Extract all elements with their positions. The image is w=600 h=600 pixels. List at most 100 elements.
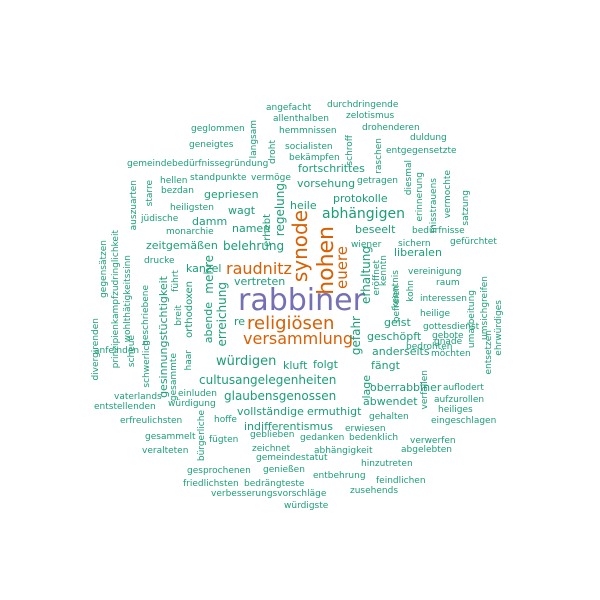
word-duldung: duldung — [410, 133, 447, 143]
word-zeichnet: zeichnet — [252, 444, 291, 454]
word-re: re — [234, 315, 246, 328]
word-ermuthigt: ermuthigt — [307, 405, 362, 418]
word-auflodert: auflodert — [443, 383, 484, 393]
word-führt: führt — [171, 270, 181, 292]
word-heile: heile — [290, 199, 317, 212]
word-divergirenden: divergirenden — [91, 318, 101, 381]
word-entstellenden: entstellenden — [94, 402, 156, 412]
word-entsetzen: entsetzen — [484, 330, 494, 375]
word-vermochte: vermochte — [443, 170, 453, 219]
word-abwendet: abwendet — [363, 395, 418, 408]
word-standpunkte: standpunkte — [190, 173, 247, 183]
word-satzung: satzung — [461, 190, 471, 226]
word-gesprochenen: gesprochenen — [187, 466, 251, 476]
word-versammlung: versammlung — [243, 329, 354, 348]
word-würdigste: würdigste — [284, 501, 329, 511]
word-damm: damm — [192, 215, 228, 228]
word-orthodoxen: orthodoxen — [184, 281, 195, 338]
word-vaterlands: vaterlands — [114, 392, 162, 402]
word-euere: euere — [333, 246, 351, 290]
word-breit: breit — [174, 305, 184, 326]
word-namen: namen — [232, 222, 271, 235]
word-hemmnissen: hemmnissen — [279, 126, 337, 136]
word-schwerlich: schwerlich — [142, 340, 152, 388]
word-genießen: genießen — [263, 465, 305, 475]
word-gemeindebedürfnissegründung: gemeindebedürfnissegründung — [127, 159, 269, 169]
word-zelotismus: zelotismus — [346, 111, 395, 121]
word-bedrängteste: bedrängteste — [244, 479, 305, 489]
word-socialisten: socialisten — [285, 142, 333, 152]
word-bedenklich: bedenklich — [349, 433, 399, 443]
word-droht: droht — [268, 140, 278, 164]
word-drohenderen: drohenderen — [362, 123, 420, 133]
word-geist: geist — [384, 316, 411, 329]
word-belehrung: belehrung — [223, 239, 285, 253]
word-anderseits: anderseits — [372, 345, 430, 358]
word-jüdische: jüdische — [141, 214, 179, 224]
word-gebote: gebote — [432, 331, 464, 341]
word-gemeindestatut: gemeindestatut — [256, 453, 328, 463]
word-geschöpft: geschöpft — [367, 330, 422, 343]
word-erinnerung: erinnerung — [415, 172, 425, 222]
word-anfeinden: anfeinden — [94, 346, 140, 356]
word-vorsehung: vorsehung — [297, 177, 356, 190]
word-erhebt: erhebt — [262, 214, 273, 247]
word-veralteten: veralteten — [142, 446, 189, 456]
word-vollständige: vollständige — [237, 405, 304, 418]
word-kanzel: kanzel — [186, 262, 222, 275]
word-folgt: folgt — [313, 358, 338, 371]
word-kluft: kluft — [283, 359, 308, 372]
word-möchten: möchten — [431, 349, 471, 359]
word-abgelebten: abgelebten — [401, 445, 452, 455]
word-heilige: heilige — [420, 309, 450, 319]
word-geblieben: geblieben — [250, 430, 295, 440]
word-getragen: getragen — [357, 176, 398, 186]
word-gefahr: gefahr — [349, 316, 363, 356]
word-durchdringende: durchdringende — [327, 100, 399, 110]
word-monarchie: monarchie — [166, 227, 214, 237]
word-wagt: wagt — [228, 204, 256, 217]
word-oberrabbiner: oberrabbiner — [370, 381, 442, 394]
word-erfreulichsten: erfreulichsten — [120, 416, 183, 426]
word-kenntn: kenntn — [379, 255, 389, 287]
word-bedrohten: bedrohten — [406, 342, 453, 352]
word-abhängigen: abhängigen — [322, 206, 405, 222]
word-heiliges: heiliges — [438, 405, 473, 415]
word-umarbeitung: umarbeitung — [467, 290, 477, 349]
word-fügten: fügten — [209, 435, 239, 445]
word-gegensätzen: gegensätzen — [99, 240, 109, 298]
word-gesammte: gesammte — [169, 353, 179, 402]
word-wiener: wiener — [351, 240, 382, 250]
word-verwerfen: verwerfen — [410, 436, 456, 446]
word-regelung: regelung — [273, 183, 287, 237]
word-feindlichen: feindlichen — [376, 476, 426, 486]
word-gedanken: gedanken — [300, 433, 345, 443]
word-drucke: drucke — [144, 256, 175, 266]
word-raudnitz: raudnitz — [226, 259, 292, 278]
word-erhaltung: erhaltung — [359, 246, 373, 304]
word-erreichung: erreichung — [215, 282, 229, 347]
word-indifferentismus: indifferentismus — [244, 420, 333, 433]
word-gesinnungstüchtigkeit: gesinnungstüchtigkeit — [157, 276, 170, 398]
word-wohlthätigkeitssinn: wohlthätigkeitssinn — [123, 255, 133, 343]
word-sichern: sichern — [398, 239, 431, 249]
word-misstrauens: misstrauens — [429, 178, 439, 234]
word-gesammelt: gesammelt — [145, 432, 196, 442]
word-synode: synode — [288, 210, 312, 283]
word-hellen: hellen — [160, 176, 188, 186]
word-hinzutreten: hinzutreten — [361, 459, 413, 469]
word-gnade: gnade — [434, 337, 463, 347]
word-eingeschlagen: eingeschlagen — [431, 416, 497, 426]
word-gottesdienst: gottesdienst — [423, 322, 480, 332]
word-langsam: langsam — [249, 120, 259, 159]
word-haar: haar — [184, 350, 194, 371]
word-religiösen: religiösen — [247, 313, 335, 334]
word-fängt: fängt — [371, 359, 400, 372]
word-zeitgemäßen: zeitgemäßen — [146, 239, 218, 252]
word-beseelt: beseelt — [355, 223, 396, 236]
word-bekämpfen: bekämpfen — [289, 153, 340, 163]
word-würdigung: würdigung — [168, 399, 216, 409]
word-verfallen: verfallen — [420, 370, 430, 410]
word-liberalen: liberalen — [394, 246, 442, 259]
